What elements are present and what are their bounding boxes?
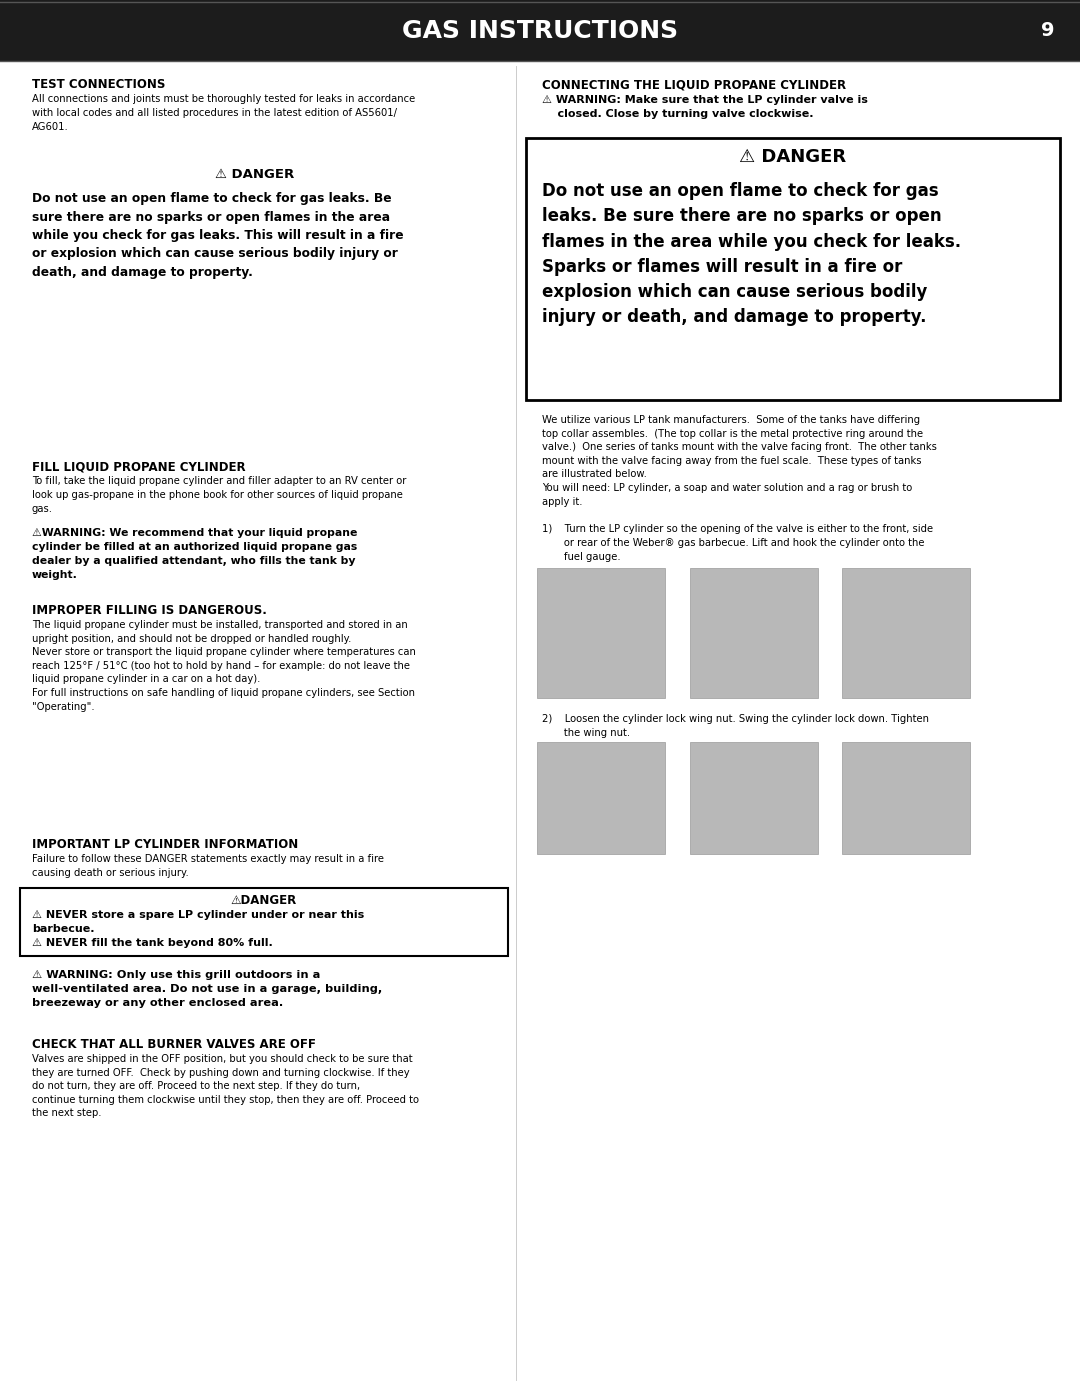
Text: IMPORTANT LP CYLINDER INFORMATION: IMPORTANT LP CYLINDER INFORMATION [32, 838, 298, 851]
Bar [0, 0, 1080, 61]
Bar [690, 569, 818, 698]
Text: 1)    Turn the LP cylinder so the opening of the valve is either to the front, s: 1) Turn the LP cylinder so the opening o… [542, 524, 933, 562]
Bar [537, 569, 665, 698]
Text: Valves are shipped in the OFF position, but you should check to be sure that
the: Valves are shipped in the OFF position, … [32, 1053, 419, 1119]
Text: ⚠ NEVER store a spare LP cylinder under or near this: ⚠ NEVER store a spare LP cylinder under … [32, 909, 364, 921]
Text: ⚠DANGER: ⚠DANGER [231, 894, 297, 907]
Text: ⚠ WARNING: Make sure that the LP cylinder valve is
    closed. Close by turning : ⚠ WARNING: Make sure that the LP cylinde… [542, 95, 868, 119]
Bar [842, 742, 970, 854]
Text: Failure to follow these DANGER statements exactly may result in a fire
causing d: Failure to follow these DANGER statement… [32, 854, 384, 877]
Text: GAS INSTRUCTIONS: GAS INSTRUCTIONS [402, 20, 678, 43]
Text: ⚠ DANGER: ⚠ DANGER [740, 148, 847, 166]
Text: To fill, take the liquid propane cylinder and filler adapter to an RV center or
: To fill, take the liquid propane cylinde… [32, 476, 406, 514]
Text: CHECK THAT ALL BURNER VALVES ARE OFF: CHECK THAT ALL BURNER VALVES ARE OFF [32, 1038, 315, 1051]
Bar [526, 138, 1059, 400]
Text: Do not use an open flame to check for gas leaks. Be
sure there are no sparks or : Do not use an open flame to check for ga… [32, 191, 404, 279]
Text: IMPROPER FILLING IS DANGEROUS.: IMPROPER FILLING IS DANGEROUS. [32, 604, 267, 617]
Text: CONNECTING THE LIQUID PROPANE CYLINDER: CONNECTING THE LIQUID PROPANE CYLINDER [542, 78, 846, 91]
Text: barbecue.: barbecue. [32, 923, 95, 935]
Text: ⚠WARNING: We recommend that your liquid propane
cylinder be filled at an authori: ⚠WARNING: We recommend that your liquid … [32, 528, 357, 580]
Text: 9: 9 [1041, 21, 1055, 41]
Bar [537, 742, 665, 854]
Text: We utilize various LP tank manufacturers.  Some of the tanks have differing
top : We utilize various LP tank manufacturers… [542, 415, 936, 507]
Text: The liquid propane cylinder must be installed, transported and stored in an
upri: The liquid propane cylinder must be inst… [32, 620, 416, 711]
Text: FILL LIQUID PROPANE CYLINDER: FILL LIQUID PROPANE CYLINDER [32, 460, 245, 474]
Bar [690, 742, 818, 854]
Text: ⚠ NEVER fill the tank beyond 80% full.: ⚠ NEVER fill the tank beyond 80% full. [32, 937, 273, 949]
Text: All connections and joints must be thoroughly tested for leaks in accordance
wit: All connections and joints must be thoro… [32, 94, 415, 131]
Text: ⚠ DANGER: ⚠ DANGER [215, 168, 295, 182]
Text: 2)    Loosen the cylinder lock wing nut. Swing the cylinder lock down. Tighten
 : 2) Loosen the cylinder lock wing nut. Sw… [542, 714, 929, 738]
Text: ⚠ WARNING: Only use this grill outdoors in a
well-ventilated area. Do not use in: ⚠ WARNING: Only use this grill outdoors … [32, 970, 382, 1009]
Bar [842, 569, 970, 698]
Bar [21, 888, 508, 956]
Text: TEST CONNECTIONS: TEST CONNECTIONS [32, 78, 165, 91]
Text: Do not use an open flame to check for gas
leaks. Be sure there are no sparks or : Do not use an open flame to check for ga… [542, 182, 961, 327]
